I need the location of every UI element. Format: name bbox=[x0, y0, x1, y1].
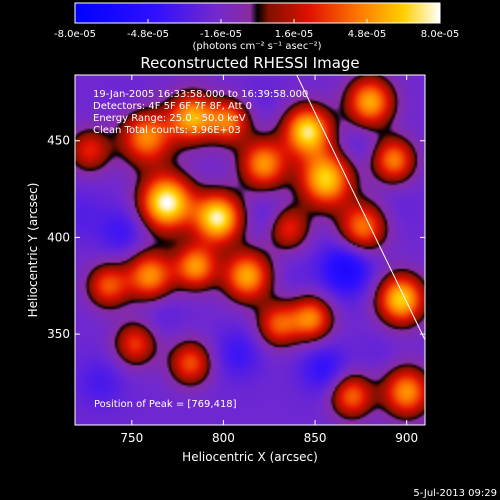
chart-title: Reconstructed RHESSI Image bbox=[140, 54, 359, 72]
colorbar-ticks bbox=[74, 19, 441, 23]
heatmap-image bbox=[75, 75, 425, 425]
y-tick-label: 350 bbox=[47, 327, 70, 341]
colorbar-tick-label: 1.6e-05 bbox=[275, 29, 313, 40]
x-tick-label: 900 bbox=[395, 431, 418, 445]
colorbar-gradient bbox=[74, 2, 441, 24]
x-axis-label: Heliocentric X (arcsec) bbox=[182, 450, 318, 464]
colorbar-tick-label: 4.8e-05 bbox=[348, 29, 386, 40]
solar-limb-line bbox=[296, 75, 425, 341]
colorbar-tick-labels: -8.0e-05 -4.8e-05 -1.6e-05 1.6e-05 4.8e-05 8.… bbox=[54, 29, 459, 40]
plot-area: 750 800 850 900 350 400 450 bbox=[47, 74, 426, 445]
colorbar-tick-label: -1.6e-05 bbox=[200, 29, 242, 40]
x-axis-ticks: 750 800 850 900 bbox=[120, 75, 418, 445]
annotation-block: 19-Jan-2005 16:33:58.000 to 16:39:58.000… bbox=[93, 89, 308, 136]
y-tick-label: 400 bbox=[47, 230, 70, 244]
x-tick-label: 850 bbox=[304, 431, 327, 445]
annotation-energy-range: Energy Range: 25.0 - 50.0 keV bbox=[93, 113, 246, 124]
y-axis-label: Heliocentric Y (arcsec) bbox=[26, 183, 40, 318]
colorbar: -8.0e-05 -4.8e-05 -1.6e-05 1.6e-05 4.8e-05 8.… bbox=[54, 2, 459, 52]
annotation-detectors: Detectors: 4F 5F 6F 7F 8F, Att 0 bbox=[93, 101, 252, 112]
y-axis-ticks: 350 400 450 bbox=[47, 134, 425, 341]
annotation-clean-counts: Clean Total counts: 3.96E+03 bbox=[93, 125, 241, 136]
plot-frame bbox=[74, 74, 426, 426]
footer-timestamp: 5-Jul-2013 09:29 bbox=[413, 488, 497, 499]
x-tick-label: 750 bbox=[120, 431, 143, 445]
y-tick-label: 450 bbox=[47, 134, 70, 148]
colorbar-tick-label: 8.0e-05 bbox=[421, 29, 459, 40]
colorbar-tick-label: -4.8e-05 bbox=[127, 29, 169, 40]
peak-position-label: Position of Peak = [769,418] bbox=[94, 399, 237, 410]
colorbar-tick-label: -8.0e-05 bbox=[54, 29, 96, 40]
x-tick-label: 800 bbox=[212, 431, 235, 445]
colorbar-units: (photons cm⁻² s⁻¹ asec⁻²) bbox=[192, 41, 321, 52]
annotation-time-range: 19-Jan-2005 16:33:58.000 to 16:39:58.000 bbox=[93, 89, 308, 100]
